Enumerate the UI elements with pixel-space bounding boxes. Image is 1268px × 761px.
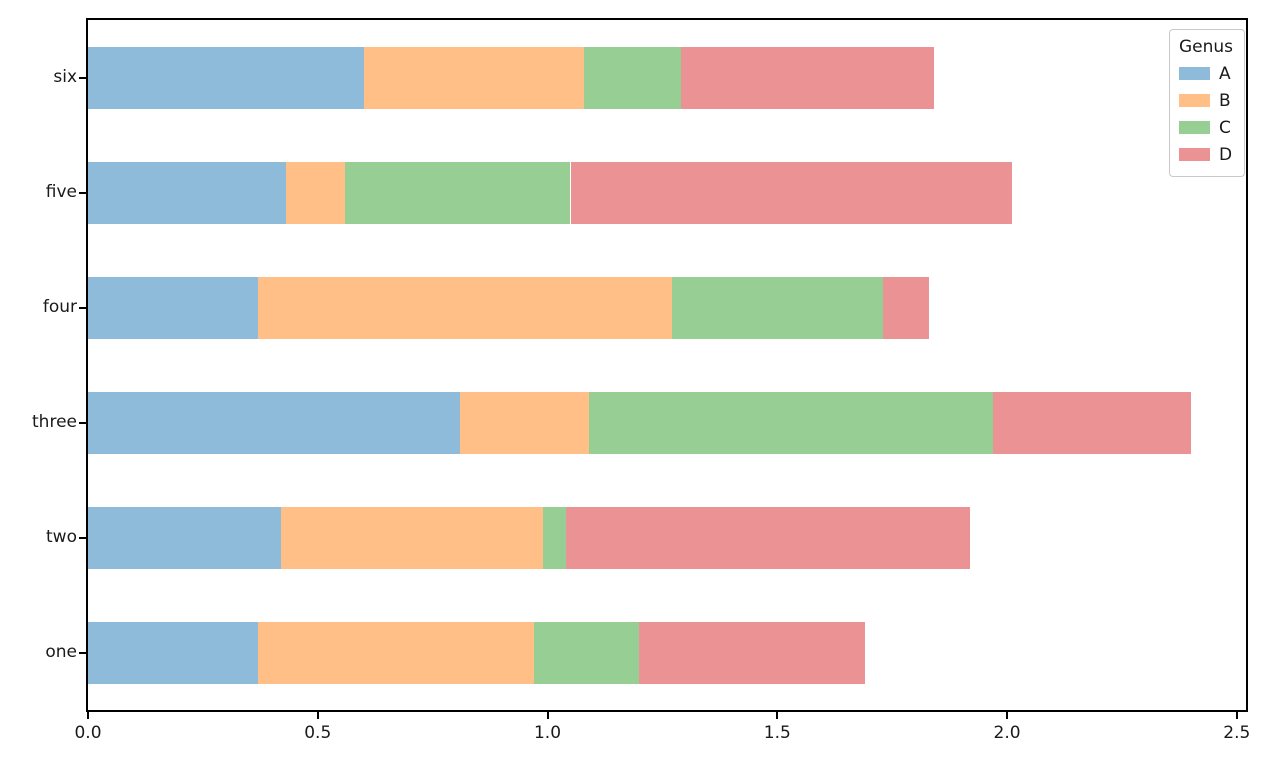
bar-segment-five-d <box>570 161 1012 224</box>
x-tick-label-1.0: 1.0 <box>533 723 562 743</box>
y-tick-label-three: three <box>32 411 77 432</box>
y-axis-tick-two <box>79 536 86 539</box>
legend-entry-b: B <box>1178 87 1233 114</box>
x-tick-label-0.5: 0.5 <box>304 723 332 743</box>
bar-segment-four-c <box>671 276 883 339</box>
x-tick-label-1.5: 1.5 <box>763 723 791 743</box>
bar-segment-six-a <box>88 46 364 109</box>
y-tick-label-two: two <box>46 526 77 547</box>
bar-segment-six-c <box>584 46 681 109</box>
x-axis-tick-0.0 <box>87 712 89 719</box>
bar-segment-one-b <box>258 621 534 684</box>
legend-label-b: B <box>1218 90 1231 111</box>
legend-entry-a: A <box>1178 60 1233 87</box>
bar-segment-three-c <box>588 391 994 454</box>
bar-segment-one-a <box>88 621 259 684</box>
y-tick-label-five: five <box>45 181 77 202</box>
x-tick-label-0.0: 0.0 <box>74 723 102 743</box>
legend-label-c: C <box>1218 117 1231 138</box>
bar-segment-six-b <box>363 46 585 109</box>
legend-swatch-c-icon <box>1178 121 1210 134</box>
legend-swatch-a-icon <box>1178 67 1210 80</box>
x-axis-tick-1.5 <box>776 712 779 719</box>
legend-entry-d: D <box>1178 141 1233 168</box>
x-tick-label-2.5: 2.5 <box>1223 723 1251 743</box>
legend-entry-c: C <box>1178 114 1233 141</box>
y-axis-tick-six <box>79 76 86 79</box>
bar-row-one <box>88 621 1246 684</box>
bar-segment-one-c <box>533 621 640 684</box>
y-tick-label-one: one <box>45 641 77 662</box>
y-axis-tick-four <box>79 306 86 309</box>
bar-row-five <box>88 161 1246 224</box>
y-axis-tick-one <box>79 651 86 654</box>
y-tick-label-six: six <box>53 66 77 87</box>
x-axis-tick-2.0 <box>1006 712 1009 719</box>
bar-segment-three-b <box>460 391 589 454</box>
y-tick-label-four: four <box>42 296 77 317</box>
y-axis-tick-three <box>79 421 86 424</box>
legend-title: Genus <box>1178 37 1233 57</box>
bar-segment-two-a <box>88 506 281 569</box>
x-axis-tick-1.0 <box>546 712 549 719</box>
bar-segment-two-d <box>565 506 971 569</box>
legend: Genus A B C D <box>1168 29 1245 177</box>
bar-segment-two-c <box>542 506 566 569</box>
x-axis-tick-0.5 <box>316 712 319 719</box>
legend-label-d: D <box>1218 144 1233 165</box>
bar-row-six <box>88 46 1246 109</box>
bar-segment-three-d <box>993 391 1191 454</box>
bar-segment-five-a <box>88 161 286 224</box>
bar-row-four <box>88 276 1246 339</box>
bar-row-three <box>88 391 1246 454</box>
x-tick-label-2.0: 2.0 <box>993 723 1021 743</box>
legend-swatch-d-icon <box>1178 148 1210 161</box>
legend-label-a: A <box>1218 63 1231 84</box>
bar-segment-one-d <box>639 621 865 684</box>
bar-segment-six-d <box>680 46 934 109</box>
bar-segment-four-a <box>88 276 259 339</box>
bar-segment-three-a <box>88 391 461 454</box>
bar-segment-four-d <box>882 276 929 339</box>
y-axis-tick-five <box>79 191 86 194</box>
bar-segment-four-b <box>258 276 672 339</box>
bar-segment-five-b <box>285 161 346 224</box>
bar-segment-five-c <box>345 161 571 224</box>
bar-row-two <box>88 506 1246 569</box>
plot-area <box>86 18 1248 712</box>
bar-segment-two-b <box>281 506 543 569</box>
x-axis-tick-2.5 <box>1235 712 1238 719</box>
legend-swatch-b-icon <box>1178 94 1210 107</box>
